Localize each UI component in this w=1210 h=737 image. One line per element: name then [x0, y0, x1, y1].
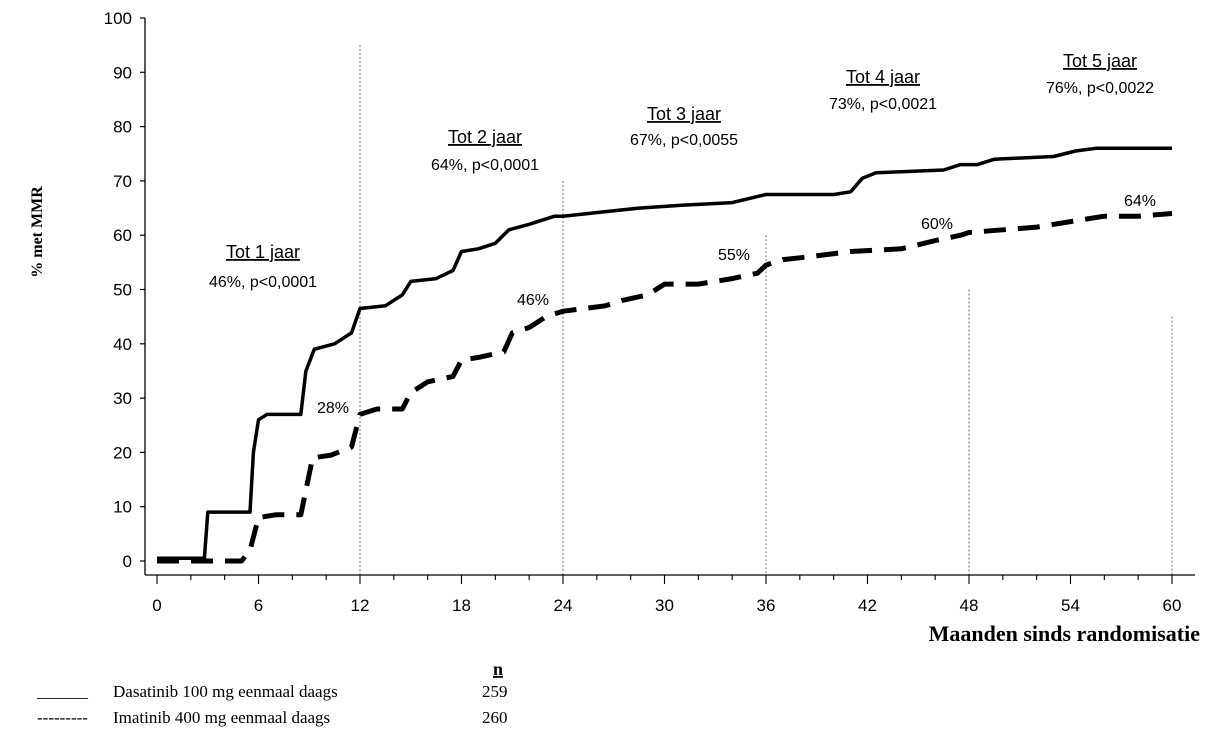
y-tick-label: 20 — [113, 443, 132, 462]
period-stat: 73%, p<0,0021 — [829, 96, 937, 113]
y-axis-label: % met MMR — [29, 186, 46, 278]
y-ticks: 0 10 20 30 40 50 60 70 80 90 100 — [104, 9, 145, 571]
imatinib-pct-label: 60% — [921, 216, 953, 233]
period-stat: 67%, p<0,0055 — [630, 132, 738, 149]
y-tick-label: 40 — [113, 335, 132, 354]
period-stat: 46%, p<0,0001 — [209, 274, 317, 291]
legend-label: Imatinib 400 mg eenmaal daags — [113, 708, 330, 727]
y-tick-label: 80 — [113, 118, 132, 137]
axes — [144, 18, 1195, 576]
period-title: Tot 3 jaar — [647, 104, 721, 124]
x-tick-label: 54 — [1061, 596, 1080, 615]
legend-n-header: n — [493, 659, 503, 679]
imatinib-pct-label: 55% — [718, 247, 750, 264]
y-tick-label: 30 — [113, 389, 132, 408]
x-tick-label: 60 — [1163, 596, 1182, 615]
period-title: Tot 1 jaar — [226, 242, 300, 262]
imatinib-pct-label: 64% — [1124, 193, 1156, 210]
legend-n: 260 — [482, 708, 508, 727]
y-tick-label: 70 — [113, 172, 132, 191]
period-annotation: Tot 2 jaar 64%, p<0,0001 — [431, 127, 539, 174]
y-tick-label: 60 — [113, 226, 132, 245]
x-tick-label: 6 — [254, 596, 263, 615]
period-title: Tot 5 jaar — [1063, 51, 1137, 71]
x-tick-label: 36 — [757, 596, 776, 615]
legend-n: 259 — [482, 682, 508, 701]
x-tick-label: 0 — [152, 596, 161, 615]
x-tick-label: 12 — [351, 596, 370, 615]
x-tick-label: 48 — [960, 596, 979, 615]
legend-line-sample: ______ — [36, 682, 89, 701]
y-tick-label: 10 — [113, 498, 132, 517]
imatinib-series-line — [157, 211, 1173, 564]
x-tick-label: 30 — [655, 596, 674, 615]
legend-line-sample: --------- — [37, 708, 88, 727]
period-annotation: Tot 4 jaar 73%, p<0,0021 — [829, 67, 937, 113]
period-stat: 76%, p<0,0022 — [1046, 80, 1154, 97]
y-tick-label: 0 — [123, 552, 132, 571]
legend-label: Dasatinib 100 mg eenmaal daags — [113, 682, 338, 701]
period-title: Tot 4 jaar — [846, 67, 920, 87]
x-ticks: 0 6 12 18 24 30 36 42 48 54 60 — [152, 575, 1181, 615]
legend: n ______ Dasatinib 100 mg eenmaal daags … — [36, 659, 508, 727]
x-tick-label: 42 — [858, 596, 877, 615]
period-annotation: Tot 3 jaar 67%, p<0,0055 — [630, 104, 738, 149]
x-tick-label: 24 — [554, 596, 573, 615]
y-tick-label: 90 — [113, 63, 132, 82]
period-title: Tot 2 jaar — [448, 127, 522, 147]
dasatinib-series-line — [157, 146, 1172, 561]
period-annotation: Tot 1 jaar 46%, p<0,0001 — [209, 242, 317, 291]
period-annotation: Tot 5 jaar 76%, p<0,0022 — [1046, 51, 1154, 97]
x-axis-label: Maanden sinds randomisatie — [929, 621, 1201, 646]
legend-item-imatinib: --------- Imatinib 400 mg eenmaal daags … — [37, 708, 508, 727]
legend-item-dasatinib: ______ Dasatinib 100 mg eenmaal daags 25… — [36, 682, 508, 701]
y-tick-label: 50 — [113, 281, 132, 300]
cutoff-lines — [359, 45, 1173, 575]
imatinib-labels: 28% 46% 55% 60% 64% — [317, 193, 1156, 417]
imatinib-pct-label: 28% — [317, 400, 349, 417]
period-stat: 64%, p<0,0001 — [431, 157, 539, 174]
imatinib-pct-label: 46% — [517, 292, 549, 309]
x-tick-label: 18 — [452, 596, 471, 615]
series-group — [157, 146, 1173, 564]
y-tick-label: 100 — [104, 9, 132, 28]
period-annotations: Tot 1 jaar 46%, p<0,0001 Tot 2 jaar 64%, p<… — [209, 51, 1154, 291]
